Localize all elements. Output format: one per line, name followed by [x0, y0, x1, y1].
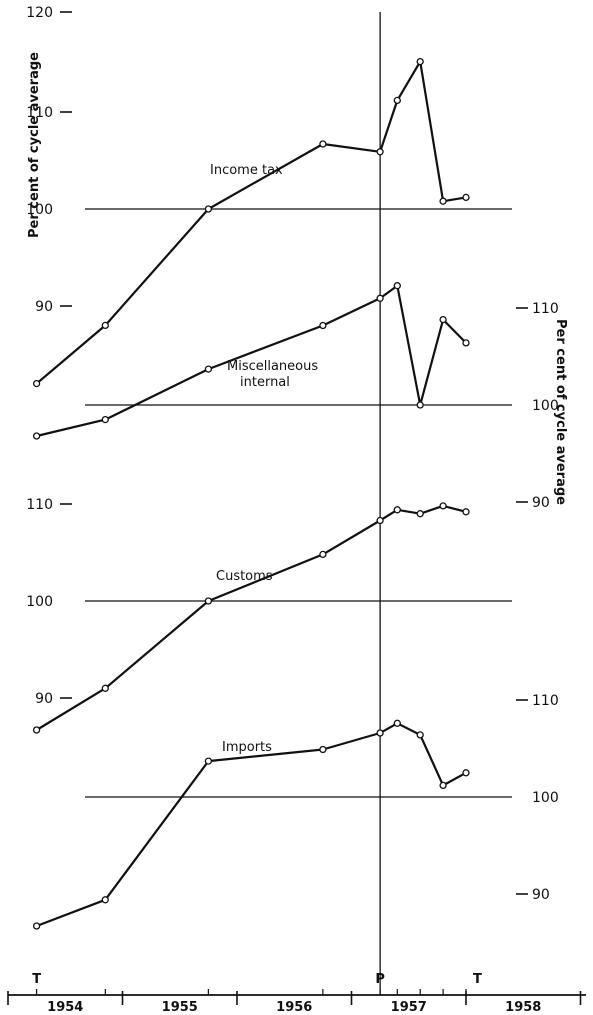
left-tick-label: 110 — [26, 105, 53, 121]
data-point-income-tax — [319, 140, 327, 148]
data-point-customs — [319, 550, 327, 559]
phase-label: T — [473, 972, 482, 987]
data-point-imports — [101, 896, 109, 904]
data-point-income-tax — [439, 197, 447, 205]
right-tick-label: 90 — [532, 887, 550, 903]
data-point-income-tax — [376, 148, 384, 156]
left-tick-label: 120 — [26, 5, 53, 21]
year-label: 1954 — [47, 1000, 83, 1015]
phase-label: T — [32, 972, 41, 987]
data-point-imports — [462, 769, 470, 777]
data-point-imports — [439, 781, 447, 790]
year-label: 1958 — [505, 1000, 541, 1015]
series-label-income-tax: Income tax — [210, 163, 283, 178]
series-line-income-tax — [35, 60, 467, 385]
data-point-income-tax — [32, 379, 41, 388]
series-label-customs: Customs — [216, 569, 273, 584]
data-point-miscellaneous-internal — [376, 294, 384, 302]
data-point-miscellaneous-internal — [439, 315, 447, 324]
data-point-miscellaneous-internal — [462, 339, 470, 347]
data-point-imports — [393, 719, 401, 727]
left-tick-label: 100 — [26, 202, 53, 218]
year-label: 1955 — [162, 1000, 198, 1015]
data-point-income-tax — [462, 193, 470, 202]
left-axis-title: Per cent of cycle average — [27, 52, 42, 238]
axes: 1954 1955 1956 1957 1958 T P T 120 110 100 90 110 100… — [7, 5, 586, 1015]
data-point-customs — [462, 508, 470, 516]
year-label: 1957 — [391, 1000, 427, 1015]
data-point-customs — [376, 516, 384, 525]
right-tick-label: 110 — [532, 301, 559, 317]
data-point-miscellaneous-internal — [416, 401, 424, 409]
year-label: 1956 — [276, 1000, 312, 1015]
left-tick-label: 90 — [35, 299, 53, 315]
data-point-miscellaneous-internal — [319, 321, 327, 330]
data-point-customs — [101, 684, 109, 692]
right-axis-title: Per cent of cycle average — [553, 319, 568, 505]
reference-lines — [85, 208, 512, 798]
data-point-imports — [204, 757, 213, 765]
right-tick-label: 100 — [532, 398, 559, 414]
phase-label: P — [375, 972, 385, 987]
data-point-imports — [376, 729, 384, 737]
labels: Income tax Miscellaneous internal Customs Im… — [210, 163, 318, 755]
data-point-miscellaneous-internal — [32, 432, 41, 440]
right-tick-label: 110 — [532, 693, 559, 709]
left-tick-label: 90 — [35, 691, 53, 707]
data-point-miscellaneous-internal — [393, 282, 401, 290]
data-point-miscellaneous-internal — [204, 365, 213, 373]
series-line-customs — [36, 504, 467, 731]
series-label-imports: Imports — [222, 740, 272, 755]
data-point-imports — [32, 922, 41, 930]
data-point-imports — [416, 731, 424, 739]
series-label-miscellaneous-internal: Miscellaneous internal — [227, 359, 318, 390]
data-point-income-tax — [416, 57, 424, 66]
right-tick-label: 100 — [532, 790, 559, 806]
data-point-customs — [416, 510, 424, 518]
left-tick-label: 100 — [26, 594, 53, 610]
data-point-customs — [393, 506, 401, 514]
data-point-income-tax — [393, 96, 401, 105]
data-point-customs — [32, 726, 41, 734]
left-tick-label: 110 — [26, 497, 53, 513]
series-group — [32, 57, 470, 930]
data-point-imports — [319, 745, 327, 754]
data-point-customs — [439, 502, 447, 510]
data-point-income-tax — [101, 321, 109, 330]
right-tick-label: 90 — [532, 495, 550, 511]
data-point-customs — [204, 597, 213, 605]
data-point-miscellaneous-internal — [101, 415, 109, 424]
data-point-income-tax — [204, 205, 213, 213]
